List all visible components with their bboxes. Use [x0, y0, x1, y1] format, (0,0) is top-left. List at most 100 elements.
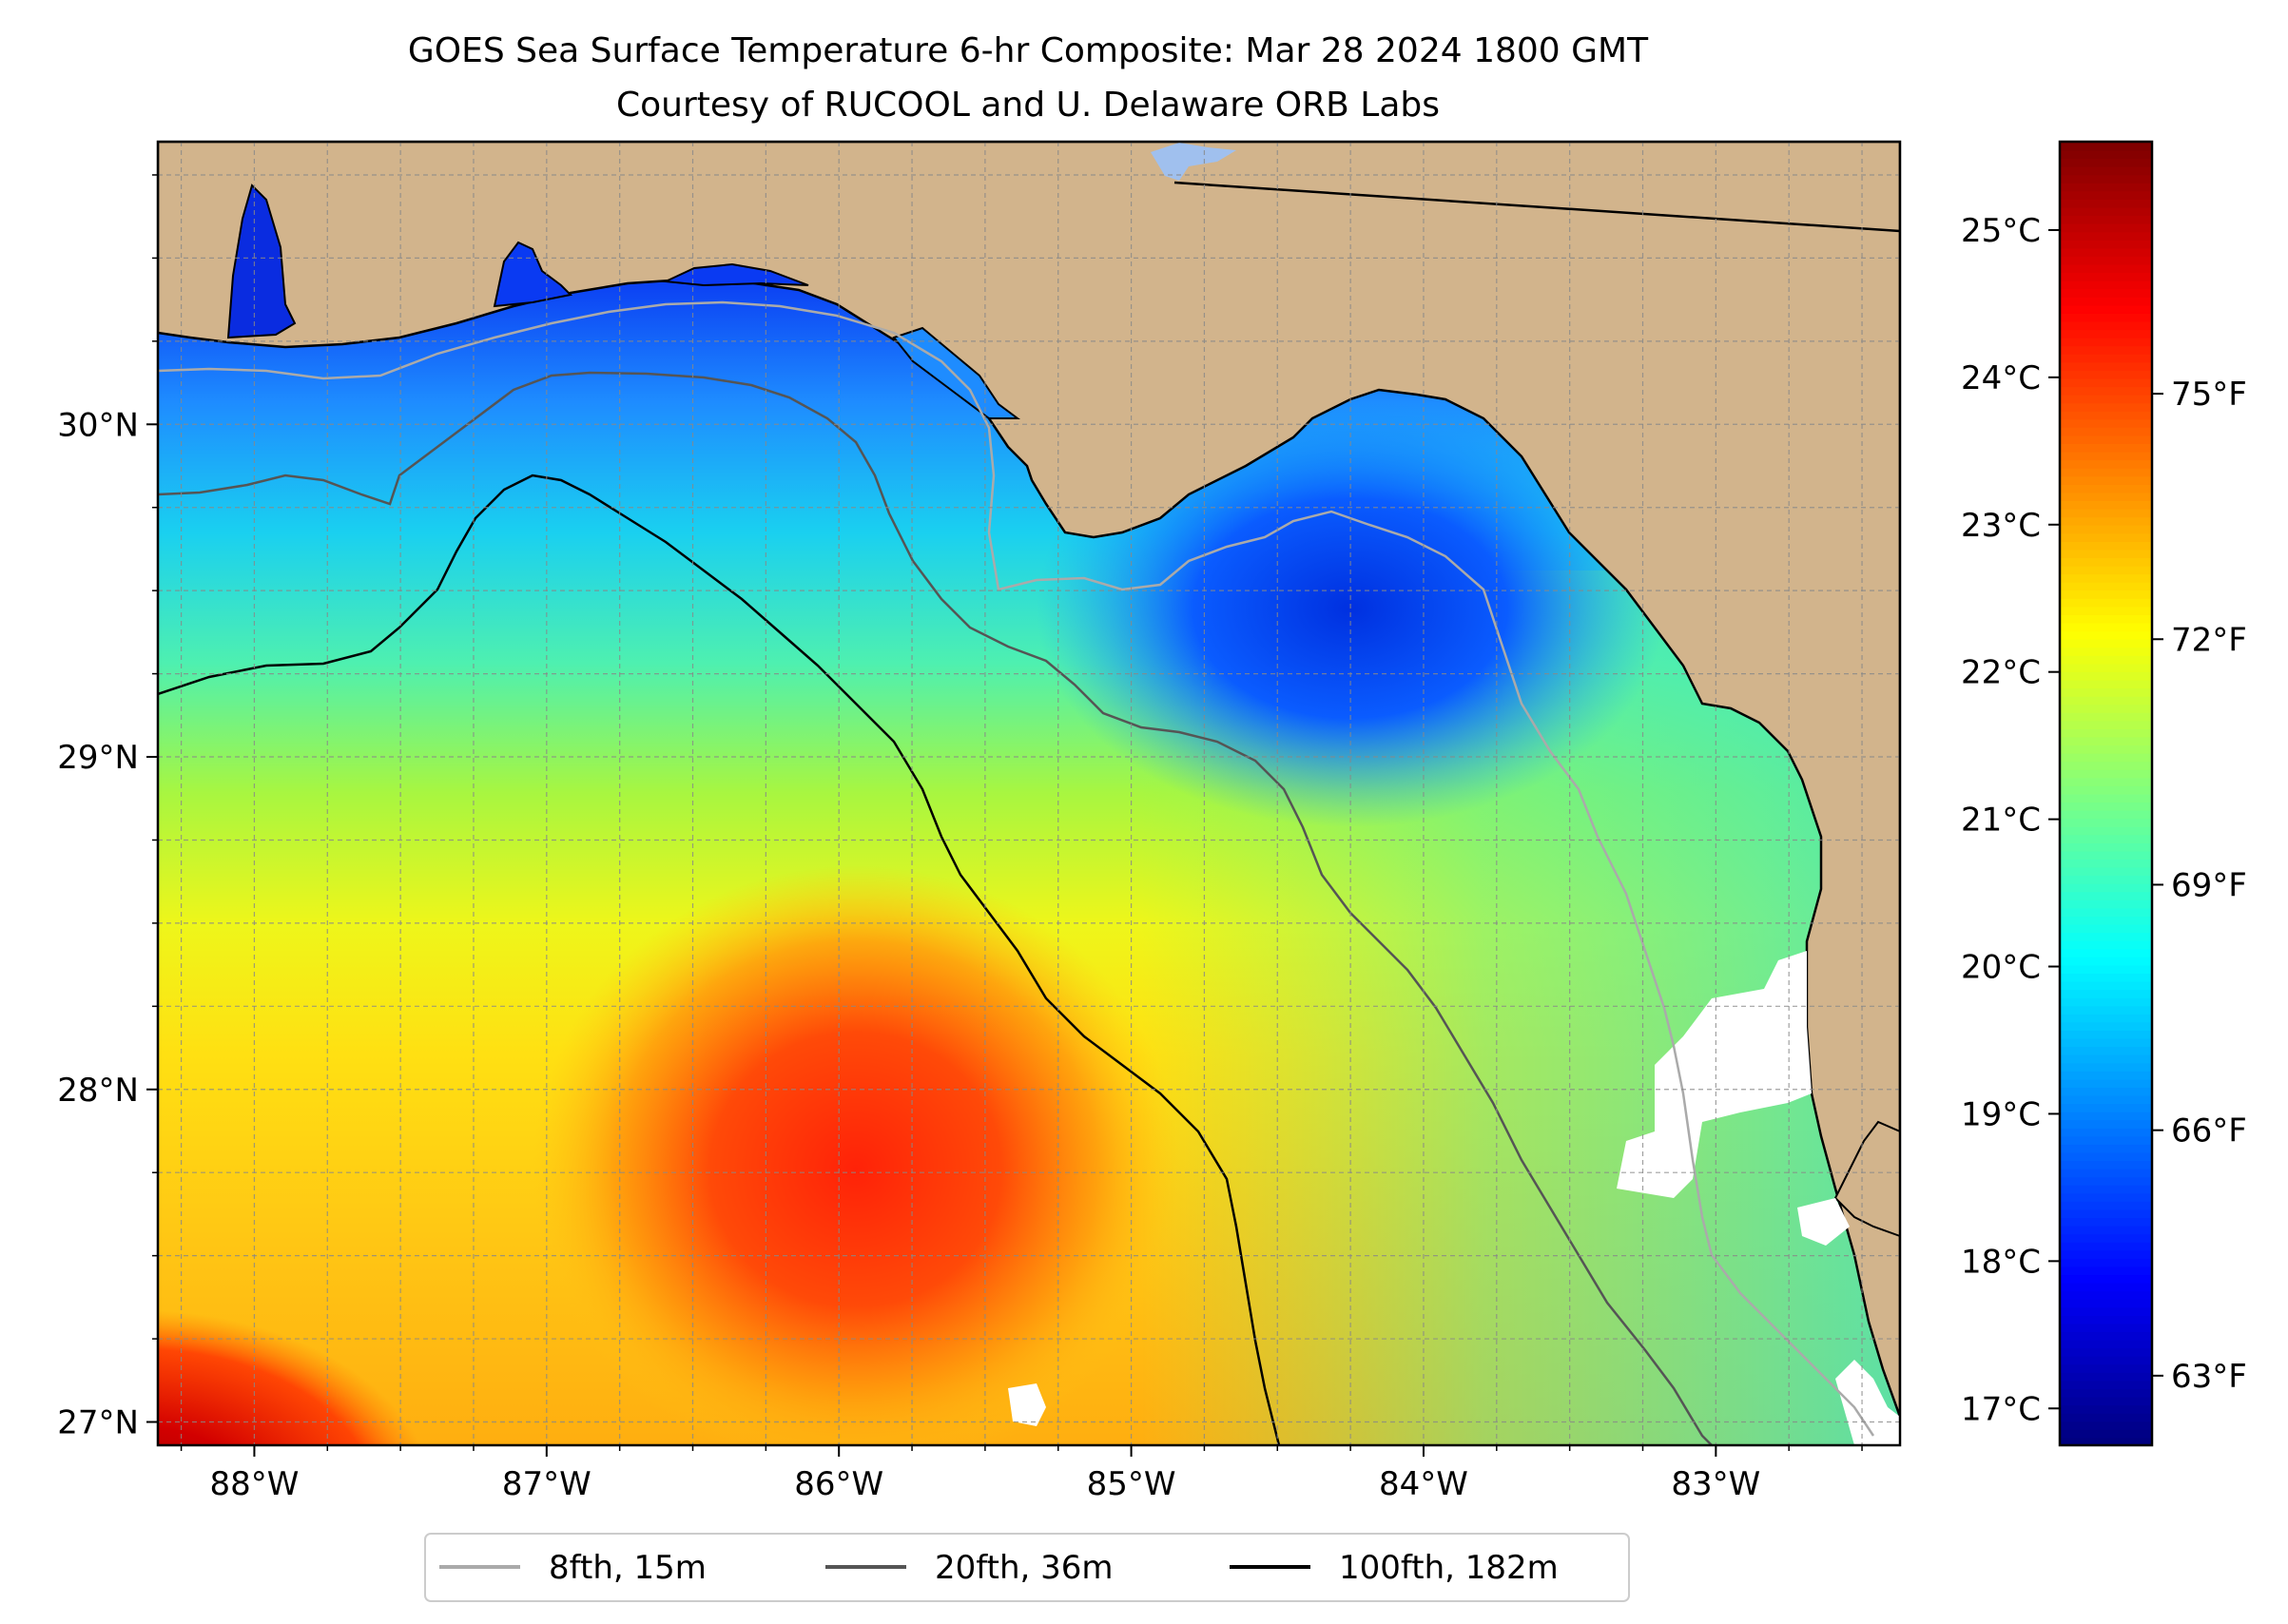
lat-tick-label: 28°N	[57, 1072, 139, 1110]
colorbar-step	[2060, 989, 2152, 998]
colorbar-step	[2060, 932, 2152, 941]
title-line2: Courtesy of RUCOOL and U. Delaware ORB L…	[616, 86, 1440, 125]
colorbar-step	[2060, 1037, 2152, 1048]
colorbar-step	[2060, 1005, 2152, 1015]
colorbar-step	[2060, 647, 2152, 656]
colorbar-step	[2060, 1168, 2152, 1178]
colorbar-step	[2060, 549, 2152, 559]
colorbar-step	[2060, 1274, 2152, 1284]
colorbar-step	[2060, 573, 2152, 583]
colorbar-step	[2060, 532, 2152, 542]
colorbar-step	[2060, 557, 2152, 567]
latitude-axis: 27°N 28°N 29°N 30°N	[57, 174, 158, 1442]
colorbar-step	[2060, 744, 2152, 754]
fahrenheit-tick-label: 63°F	[2171, 1358, 2247, 1396]
colorbar-step	[2060, 288, 2152, 298]
colorbar-step	[2060, 1266, 2152, 1276]
colorbar-step	[2060, 720, 2152, 729]
colorbar-step	[2060, 1290, 2152, 1300]
contour-8fth-15m	[158, 300, 1875, 1437]
colorbar-step	[2060, 1380, 2152, 1390]
colorbar-step	[2060, 1127, 2152, 1137]
map-area	[158, 142, 1900, 1445]
colorbar-step	[2060, 777, 2152, 786]
colorbar-step	[2060, 1396, 2152, 1406]
fahrenheit-tick-label: 75°F	[2171, 376, 2247, 414]
celsius-tick-label: 24°C	[1961, 359, 2041, 397]
colorbar-step	[2060, 435, 2152, 445]
colorbar-step	[2060, 1086, 2152, 1096]
colorbar-step	[2060, 459, 2152, 469]
map-frame	[156, 140, 1902, 1447]
colorbar-step	[2060, 980, 2152, 991]
colorbar-step	[2060, 1437, 2152, 1446]
colorbar-step	[2060, 1013, 2152, 1023]
colorbar-step	[2060, 182, 2152, 192]
colorbar-step	[2060, 1078, 2152, 1088]
colorbar-step	[2060, 1021, 2152, 1031]
colorbar-step	[2060, 891, 2152, 900]
colorbar-step	[2060, 663, 2152, 672]
colorbar-step	[2060, 1339, 2152, 1349]
colorbar-ramp	[2060, 142, 2152, 1446]
colorbar-step	[2060, 1143, 2152, 1153]
colorbar-step	[2060, 704, 2152, 713]
celsius-tick-label: 19°C	[1961, 1095, 2041, 1133]
colorbar-step	[2060, 1331, 2152, 1341]
colorbar-step	[2060, 1421, 2152, 1430]
contour-20fth-36m	[158, 371, 1713, 1445]
colorbar-step	[2060, 508, 2152, 518]
colorbar-step	[2060, 280, 2152, 290]
celsius-tick-label: 22°C	[1961, 654, 2041, 692]
colorbar-step	[2060, 149, 2152, 160]
hot-sw-corner	[158, 1246, 485, 1445]
colorbar-step	[2060, 239, 2152, 249]
colorbar-step	[2060, 638, 2152, 648]
colorbar-step	[2060, 1233, 2152, 1243]
colorbar-step	[2060, 622, 2152, 632]
land-mass	[158, 142, 1900, 1418]
lat-tick-label: 29°N	[57, 739, 139, 777]
colorbar-step	[2060, 1217, 2152, 1227]
colorbar-step	[2060, 198, 2152, 208]
legend-label-20fth: 20fth, 36m	[935, 1549, 1114, 1587]
colorbar-step	[2060, 859, 2152, 868]
colorbar-step	[2060, 475, 2152, 485]
colorbar-step	[2060, 1160, 2152, 1170]
colorbar-step	[2060, 467, 2152, 477]
colorbar-step	[2060, 1200, 2152, 1210]
colorbar-step	[2060, 1355, 2152, 1365]
contour-100fth-182m	[158, 474, 1281, 1445]
colorbar-step	[2060, 802, 2152, 811]
title-line1: GOES Sea Surface Temperature 6-hr Compos…	[408, 31, 1649, 70]
colorbar-step	[2060, 222, 2152, 233]
colorbar-step	[2060, 394, 2152, 404]
lon-tick-label: 83°W	[1671, 1465, 1760, 1503]
colorbar-step	[2060, 630, 2152, 640]
colorbar-step	[2060, 841, 2152, 852]
colorbar-step	[2060, 272, 2152, 281]
lon-tick-label: 85°W	[1087, 1465, 1176, 1503]
colorbar-step	[2060, 215, 2152, 224]
colorbar-step	[2060, 190, 2152, 200]
colorbar-step	[2060, 1029, 2152, 1039]
colorbar-step	[2060, 329, 2152, 338]
gridlines	[158, 142, 1900, 1445]
lake-okeechobee-fragment	[1151, 143, 1236, 181]
hot-bottom-patch	[651, 1379, 1022, 1445]
colorbar-step	[2060, 1428, 2152, 1439]
colorbar-step	[2060, 1046, 2152, 1055]
colorbar-step	[2060, 1257, 2152, 1267]
colorbar-step	[2060, 727, 2152, 738]
colorbar-step	[2060, 410, 2152, 420]
colorbar-step	[2060, 1347, 2152, 1357]
colorbar-step	[2060, 613, 2152, 624]
colorbar-step	[2060, 1404, 2152, 1414]
nodata-tampa	[1797, 1198, 1850, 1246]
colorbar-step	[2060, 263, 2152, 274]
colorbar-step	[2060, 1241, 2152, 1251]
colorbar-step	[2060, 948, 2152, 957]
colorbar-step	[2060, 973, 2152, 982]
colorbar-step	[2060, 1192, 2152, 1202]
